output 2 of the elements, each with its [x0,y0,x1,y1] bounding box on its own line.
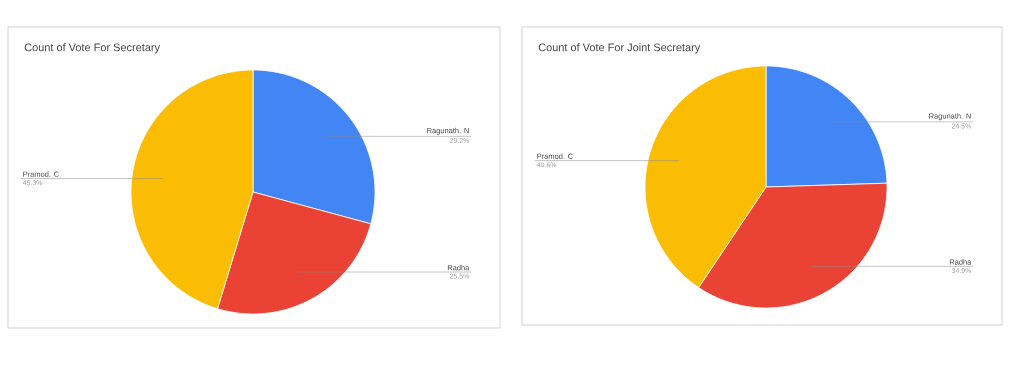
chart-title: Count of Vote For Joint Secretary [538,43,701,54]
chart-title: Count of Vote For Secretary [24,43,160,54]
